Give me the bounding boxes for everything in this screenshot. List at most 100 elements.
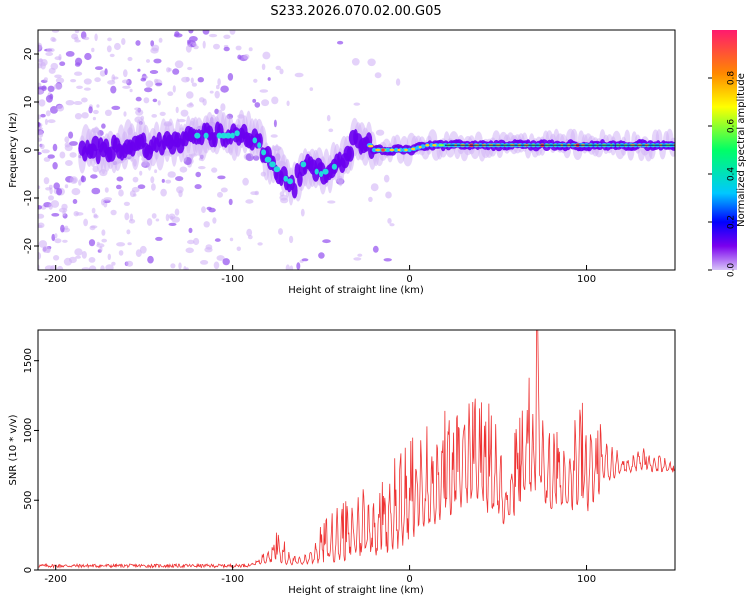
spectrogram-noise-blob <box>318 252 325 259</box>
spectrogram-noise-blob <box>100 265 105 270</box>
spectrogram-noise-blob <box>227 73 234 81</box>
spectrogram-noise-blob <box>216 84 220 90</box>
spectrogram-noise-blob <box>211 167 218 173</box>
spectrogram-noise-blob <box>69 141 78 146</box>
spectrogram-noise-blob <box>80 175 87 183</box>
spectrogram-noise-blob <box>56 265 64 270</box>
spectrogram-noise-blob <box>52 143 58 152</box>
snr-y-tick-label: 0 <box>23 567 34 573</box>
spectrogram-noise-blob <box>107 80 116 85</box>
spectrogram-noise-blob <box>296 262 301 270</box>
spectrogram-x-tick-label: -200 <box>44 274 67 285</box>
spectrogram-noise-blob <box>168 67 172 72</box>
spectrogram-noise-blob <box>56 188 63 196</box>
spectrogram-noise-blob <box>74 36 79 41</box>
spectrogram-noise-blob <box>135 109 144 116</box>
spectrogram-noise-blob <box>75 255 81 259</box>
spectrogram-noise-blob <box>214 238 221 242</box>
spectrogram-noise-blob <box>213 261 220 270</box>
spectrogram-ridge-core <box>216 132 223 139</box>
spectrogram-noise-blob <box>93 109 99 115</box>
snr-frame <box>37 329 676 571</box>
spectrogram-ridge-peak <box>418 145 422 149</box>
spectrogram-noise-blob <box>383 258 392 262</box>
spectrogram-noise-blob <box>51 38 57 42</box>
spectrogram-noise-blob <box>38 42 43 50</box>
spectrogram-noise-blob <box>71 188 81 196</box>
spectrogram-noise-blob <box>279 68 284 75</box>
spectrogram-noise-blob <box>261 63 266 70</box>
spectrogram-noise-blob <box>175 106 179 114</box>
spectrogram-noise-blob <box>121 38 126 45</box>
snr-series-line <box>38 330 675 569</box>
spectrogram-noise-blob <box>253 78 258 83</box>
spectrogram-noise-blob <box>236 246 241 252</box>
spectrogram-noise-blob <box>38 122 41 128</box>
spectrogram-noise-blob <box>192 43 198 47</box>
spectrogram-noise-blob <box>50 106 58 114</box>
spectrogram-ridge-peak <box>368 145 374 148</box>
spectrogram-noise-blob <box>289 265 294 270</box>
spectrogram-noise-blob <box>172 68 180 75</box>
spectrogram-noise-blob <box>64 144 73 152</box>
spectrogram-noise-blob <box>157 100 161 106</box>
spectrogram-noise-blob <box>161 178 165 183</box>
spectrogram-noise-blob <box>289 235 294 244</box>
spectrogram-noise-blob <box>121 79 130 84</box>
spectrogram-noise-blob <box>53 254 60 261</box>
spectrogram-ridge-core <box>257 142 262 149</box>
spectrogram-noise-blob <box>50 200 60 208</box>
spectrogram-noise-blob <box>262 51 271 60</box>
spectrogram-noise-blob <box>116 242 126 247</box>
spectrogram-noise-blob <box>151 213 157 219</box>
spectrogram-noise-blob <box>267 77 271 81</box>
spectrogram-noise-blob <box>309 87 314 91</box>
spectrogram-noise-blob <box>74 30 80 34</box>
spectrogram-noise-blob <box>171 216 180 223</box>
spectrogram-noise-blob <box>107 253 112 260</box>
spectrogram-ridge-core <box>322 168 329 175</box>
spectrogram-noise-blob <box>38 205 42 210</box>
spectrogram-noise-blob <box>106 45 112 53</box>
spectrogram-noise-blob <box>38 252 42 260</box>
spectrogram-noise-blob <box>383 174 390 183</box>
spectrogram-noise-blob <box>84 52 92 61</box>
spectrogram-noise-blob <box>83 87 91 91</box>
spectrogram-noise-blob <box>178 262 182 270</box>
spectrogram-noise-blob <box>118 250 124 256</box>
spectrogram-noise-blob <box>395 78 401 86</box>
spectrogram-noise-blob <box>65 100 75 106</box>
spectrogram-noise-blob <box>139 170 143 176</box>
snr-x-axis-label: Height of straight line (km) <box>288 585 424 596</box>
spectrogram-noise-blob <box>220 103 226 111</box>
spectrogram-noise-blob <box>94 33 98 42</box>
spectrogram-noise-blob <box>203 221 210 228</box>
spectrogram-noise-blob <box>159 111 166 116</box>
spectrogram-noise-blob <box>152 98 158 103</box>
spectrogram-noise-blob <box>229 30 236 35</box>
spectrogram-noise-blob <box>200 260 209 265</box>
chart-title: S233.2026.070.02.00.G05 <box>270 4 441 19</box>
spectrogram-y-axis-label: Frequency (Hz) <box>8 112 19 188</box>
spectrogram-noise-blob <box>165 213 170 222</box>
spectrogram-noise-blob <box>189 36 198 42</box>
spectrogram-noise-blob <box>60 224 65 233</box>
spectrogram-noise-blob <box>101 123 106 129</box>
spectrogram-noise-blob <box>38 185 41 189</box>
spectrogram-noise-blob <box>83 36 90 41</box>
spectrogram-noise-blob <box>64 136 70 143</box>
spectrogram-noise-blob <box>78 179 82 186</box>
spectrogram-x-tick-label: 0 <box>406 274 412 285</box>
spectrogram-noise-blob <box>81 97 88 103</box>
spectrogram-noise-blob <box>96 104 100 108</box>
spectrogram-noise-blob <box>326 114 331 122</box>
spectrogram-noise-blob <box>111 105 121 110</box>
spectrogram-noise-blob <box>91 47 95 53</box>
spectrogram-x-axis-label: Height of straight line (km) <box>288 285 424 296</box>
spectrogram-y-tick-label: 20 <box>23 48 34 61</box>
spectrogram-noise-blob <box>69 152 77 158</box>
spectrogram-noise-blob <box>73 101 83 105</box>
spectrogram-ridge-core <box>264 156 272 163</box>
spectrogram-noise-blob <box>222 258 230 266</box>
